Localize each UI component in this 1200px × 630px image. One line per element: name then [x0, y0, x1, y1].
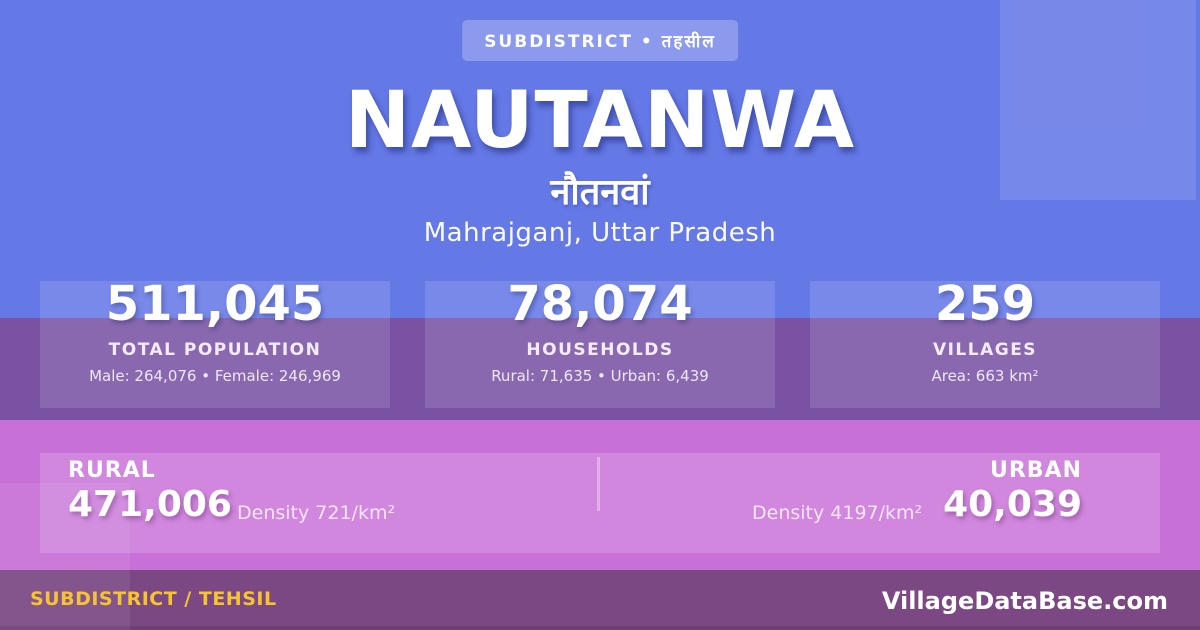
rural-value: 471,006: [68, 484, 232, 525]
households-value: 78,074: [507, 276, 693, 332]
villages-value: 259: [934, 276, 1036, 332]
stat-card-villages: 259 VILLAGES Area: 663 km²: [810, 276, 1160, 408]
stats-band: [0, 318, 1200, 420]
rural-density: Density 721/km²: [237, 502, 396, 524]
vertical-divider: [597, 457, 600, 511]
footer-type-label: SUBDISTRICT / TEHSIL: [30, 588, 277, 610]
rural-block: RURAL 471,006: [68, 458, 232, 525]
decor-rect-bottom-left: [0, 483, 130, 630]
bottom-edge-strip: [0, 626, 1200, 630]
type-badge: SUBDISTRICT • तहसील: [462, 20, 738, 61]
rural-urban-section: [0, 420, 1200, 570]
decor-rect-top-right: [1000, 0, 1196, 200]
rural-urban-card: [40, 453, 1160, 553]
population-detail: Male: 264,076 • Female: 246,969: [89, 367, 341, 385]
rural-label: RURAL: [68, 458, 156, 483]
type-badge-label: SUBDISTRICT • तहसील: [484, 32, 716, 52]
stat-card-population: 511,045 TOTAL POPULATION Male: 264,076 •…: [40, 276, 390, 408]
native-name: नौतनवां: [550, 172, 650, 213]
population-value: 511,045: [105, 276, 325, 332]
villages-label: VILLAGES: [932, 340, 1038, 360]
households-detail: Rural: 71,635 • Urban: 6,439: [491, 367, 709, 385]
urban-block: URBAN 40,039: [943, 458, 1082, 525]
stat-card-households: 78,074 HOUSEHOLDS Rural: 71,635 • Urban:…: [425, 276, 775, 408]
population-label: TOTAL POPULATION: [108, 340, 322, 360]
site-name: VillageDataBase.com: [881, 587, 1168, 615]
page-title: NAUTANWA: [344, 76, 856, 166]
urban-density: Density 4197/km²: [752, 502, 923, 524]
urban-label: URBAN: [989, 458, 1082, 483]
region-subtitle: Mahrajganj, Uttar Pradesh: [423, 218, 777, 248]
urban-value: 40,039: [943, 484, 1082, 525]
hero-section: [0, 0, 1200, 318]
footer-bar: [0, 570, 1200, 630]
households-label: HOUSEHOLDS: [526, 340, 674, 360]
villages-detail: Area: 663 km²: [931, 367, 1039, 385]
